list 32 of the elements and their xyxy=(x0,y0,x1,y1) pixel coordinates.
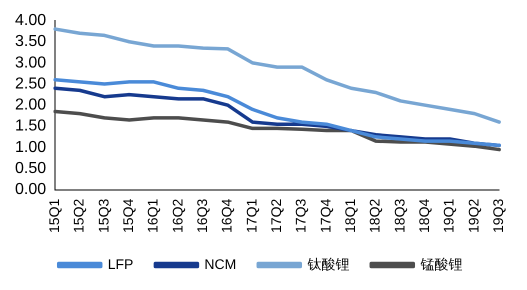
x-tick-label: 18Q1 xyxy=(342,198,358,233)
legend-label: 锰酸锂 xyxy=(419,256,462,272)
x-tick-label: 17Q4 xyxy=(317,198,334,233)
x-tick-label: 17Q1 xyxy=(243,198,260,233)
x-tick-label: 19Q1 xyxy=(440,198,457,233)
x-tick-label: 18Q3 xyxy=(391,198,408,233)
y-tick-label: 2.50 xyxy=(15,75,46,92)
x-tick-label: 16Q2 xyxy=(169,198,186,233)
y-tick-label: 0.50 xyxy=(15,160,46,178)
y-tick-label: 4.00 xyxy=(15,12,46,30)
x-tick-label: 15Q4 xyxy=(120,198,136,233)
x-tick-label: 15Q1 xyxy=(46,198,62,233)
x-tick-label: 16Q4 xyxy=(218,198,235,233)
x-tick-label: 19Q2 xyxy=(465,198,482,233)
x-tick-label: 18Q4 xyxy=(416,198,432,233)
legend-label: LFP xyxy=(108,256,134,272)
x-tick-label: 16Q1 xyxy=(144,198,161,233)
x-tick-label: 18Q2 xyxy=(366,198,383,233)
x-tick-label: 17Q3 xyxy=(292,198,309,233)
y-tick-label: 1.50 xyxy=(15,118,46,135)
x-tick-label: 16Q3 xyxy=(194,198,210,233)
x-tick-label: 15Q3 xyxy=(95,198,112,233)
x-tick-label: 17Q2 xyxy=(268,198,284,233)
x-tick-label: 19Q3 xyxy=(490,198,506,233)
y-tick-label: 1.00 xyxy=(15,138,46,156)
legend-label: NCM xyxy=(204,256,236,272)
y-tick-label: 0.00 xyxy=(15,181,46,198)
x-tick-label: 15Q2 xyxy=(70,198,87,233)
legend-label: 钛酸锂 xyxy=(306,256,350,272)
y-tick-label: 3.00 xyxy=(15,54,46,72)
y-tick-label: 3.50 xyxy=(15,33,46,50)
y-tick-label: 2.00 xyxy=(15,96,46,114)
